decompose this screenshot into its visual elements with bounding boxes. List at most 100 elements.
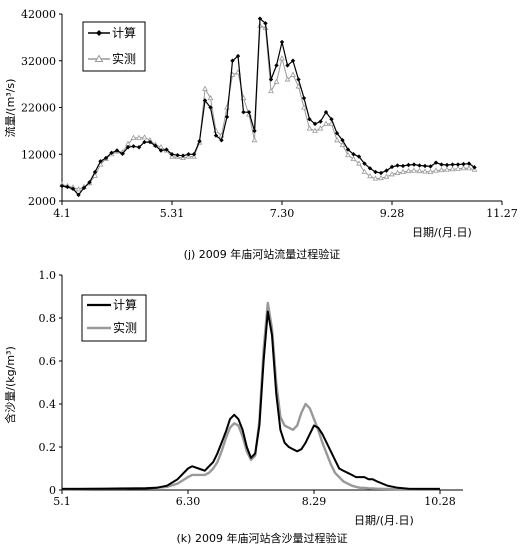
- data-point-calc: [257, 16, 263, 21]
- y-tick-label: 0: [49, 484, 56, 497]
- data-point-measured: [405, 167, 412, 174]
- series-line-measured: [61, 25, 475, 190]
- y-tick-label: 1.0: [39, 270, 57, 282]
- data-point-measured: [130, 134, 137, 140]
- data-point-calc: [345, 147, 351, 152]
- data-point-calc: [169, 152, 175, 157]
- data-point-measured: [295, 83, 302, 89]
- data-point-measured: [372, 175, 379, 181]
- data-point-calc: [175, 152, 180, 158]
- data-point-measured: [306, 125, 313, 131]
- data-point-calc: [367, 166, 373, 171]
- data-point-measured: [400, 168, 406, 175]
- data-point-calc: [389, 164, 395, 170]
- data-point-measured: [207, 94, 214, 101]
- legend-marker-calc: [96, 30, 102, 36]
- data-point-measured: [455, 165, 461, 171]
- x-tick-label: 5.31: [160, 207, 185, 220]
- y-tick-label: 22000: [21, 102, 56, 115]
- data-point-calc: [439, 162, 444, 167]
- data-point-measured: [339, 141, 346, 147]
- data-point-calc: [109, 150, 114, 156]
- data-point-measured: [411, 167, 417, 173]
- data-point-calc: [153, 143, 158, 149]
- sediment-chart: 0 0.2 0.4 0.6 0.8 1.0 5.1 6.30 8.29 10.28 含沙量/(k…: [3, 270, 463, 545]
- data-point-calc: [362, 161, 367, 166]
- legend: 计算 实测: [81, 294, 147, 342]
- series-line-calc: [62, 310, 440, 490]
- y-tick-label: 42000: [21, 8, 56, 21]
- data-point-calc: [334, 131, 340, 136]
- data-point-calc: [142, 139, 147, 145]
- y-tick-label: 32000: [21, 55, 56, 68]
- y-tick-label: 0.6: [39, 355, 57, 368]
- data-point-calc: [180, 153, 186, 158]
- data-point-measured: [444, 166, 450, 172]
- data-point-measured: [301, 104, 307, 110]
- data-point-measured: [251, 136, 258, 143]
- data-point-calc: [274, 63, 279, 68]
- data-point-measured: [284, 76, 291, 82]
- data-point-measured: [449, 165, 456, 172]
- data-point-calc: [131, 144, 136, 149]
- data-point-calc: [279, 39, 285, 45]
- data-point-calc: [373, 169, 378, 175]
- data-point-calc: [356, 154, 362, 159]
- data-point-measured: [378, 174, 384, 181]
- data-point-calc: [318, 119, 323, 124]
- data-point-calc: [59, 183, 65, 189]
- data-point-calc: [378, 170, 384, 176]
- data-point-measured: [389, 171, 395, 177]
- y-tick-label: 12000: [21, 148, 56, 161]
- x-axis-label: 日期/(月.日): [354, 514, 414, 527]
- series-line-calc: [61, 18, 475, 196]
- data-point-calc: [329, 116, 334, 122]
- data-point-calc: [455, 162, 461, 167]
- legend-label-measured: 实测: [112, 51, 136, 66]
- data-point-calc: [466, 161, 472, 166]
- y-axis-label: 含沙量/(kg/m³): [3, 346, 17, 423]
- legend-marker-measured: [94, 54, 104, 62]
- data-point-calc: [230, 58, 235, 63]
- data-point-measured: [158, 144, 164, 150]
- data-point-calc: [147, 139, 153, 145]
- data-point-calc: [395, 163, 400, 168]
- data-point-calc: [164, 147, 169, 152]
- data-point-measured: [460, 165, 467, 171]
- data-point-calc: [384, 168, 389, 173]
- x-tick-label: 9.28: [380, 207, 405, 220]
- data-point-calc: [252, 128, 257, 134]
- legend-label-calc: 计算: [112, 25, 136, 40]
- data-point-calc: [208, 105, 213, 110]
- data-point-measured: [427, 168, 434, 175]
- data-point-calc: [422, 163, 428, 169]
- data-point-calc: [411, 162, 417, 167]
- data-point-measured: [345, 151, 351, 158]
- data-point-calc: [406, 162, 411, 168]
- x-tick-label: 4.1: [53, 207, 71, 220]
- data-point-measured: [92, 172, 98, 178]
- data-point-measured: [367, 172, 373, 179]
- chart-caption: (j) 2009 年庙河站流量过程验证: [184, 247, 341, 261]
- data-point-calc: [158, 148, 164, 153]
- data-point-calc: [202, 98, 208, 103]
- discharge-chart: 2000 12000 22000 32000 42000 4.1 5.31 7.30 9.28…: [3, 8, 518, 261]
- data-point-calc: [186, 152, 191, 157]
- data-point-measured: [438, 166, 445, 173]
- x-tick-label: 7.30: [270, 207, 295, 220]
- data-point-calc: [65, 184, 70, 190]
- y-tick-label: 2000: [28, 195, 56, 208]
- data-point-calc: [450, 162, 455, 167]
- data-point-calc: [191, 152, 197, 157]
- data-point-calc: [235, 53, 241, 59]
- data-point-measured: [422, 168, 428, 174]
- data-point-measured: [268, 87, 274, 94]
- data-point-calc: [285, 63, 290, 68]
- data-point-calc: [224, 114, 230, 120]
- data-point-calc: [87, 180, 92, 185]
- data-point-measured: [361, 168, 368, 175]
- data-point-measured: [323, 120, 329, 126]
- y-axis-label: 流量/(m³/s): [3, 79, 17, 138]
- data-point-calc: [136, 145, 142, 150]
- legend-label-measured: 实测: [113, 320, 137, 335]
